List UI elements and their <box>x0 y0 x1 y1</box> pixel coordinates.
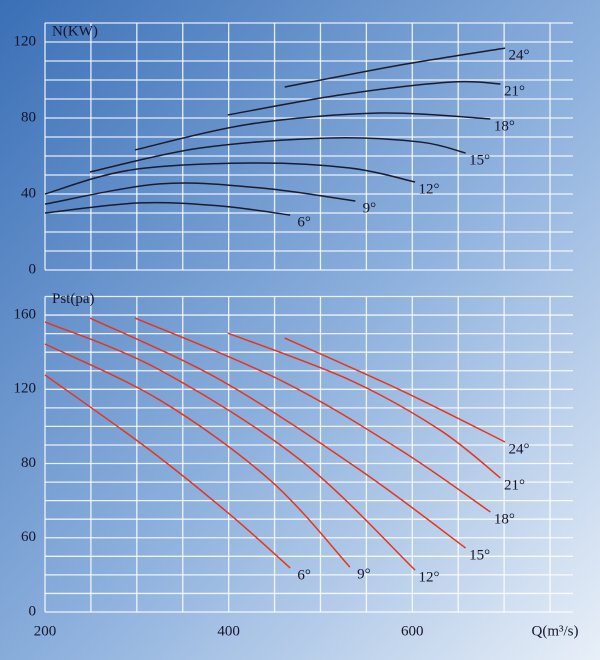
curve <box>44 201 291 216</box>
curve <box>44 374 291 569</box>
y-tick-label: 0 <box>29 261 37 277</box>
y-axis-title: Pst(pa) <box>52 291 95 307</box>
curve-label: 9° <box>357 567 371 583</box>
x-tick-label: 400 <box>217 623 240 639</box>
x-tick-label: 200 <box>34 623 57 639</box>
curve-label: 12° <box>419 181 440 197</box>
x-tick-label: 600 <box>401 623 424 639</box>
curve <box>44 162 416 195</box>
curve <box>227 332 501 479</box>
curve-label: 15° <box>469 152 490 168</box>
y-tick-label: 120 <box>14 33 37 49</box>
y-tick-label: 60 <box>21 529 36 545</box>
y-tick-label: 0 <box>29 603 37 619</box>
y-tick-label: 40 <box>21 185 36 201</box>
curve-label: 15° <box>469 547 490 563</box>
curve <box>284 47 506 88</box>
curve <box>134 317 491 513</box>
curve <box>89 317 467 549</box>
curve <box>44 182 356 205</box>
curve <box>134 112 491 151</box>
y-tick-label: 80 <box>21 455 36 471</box>
curve <box>227 80 501 116</box>
curve-label: 24° <box>509 441 530 457</box>
y-axis-title: N(KW) <box>52 23 98 39</box>
curve <box>89 136 466 173</box>
y-tick-label: 120 <box>14 381 37 397</box>
curve-label: 21° <box>504 83 525 99</box>
curve-label: 9° <box>363 200 377 216</box>
y-tick-label: 160 <box>14 306 37 322</box>
curve-label: 12° <box>419 569 440 585</box>
curve <box>284 337 506 443</box>
curve-label: 6° <box>297 215 311 231</box>
curve <box>44 343 351 568</box>
curve <box>44 321 416 571</box>
curve-label: 6° <box>297 567 311 583</box>
y-tick-label: 80 <box>21 109 36 125</box>
x-axis-title: Q(m³/s) <box>532 623 579 639</box>
curve-label: 21° <box>504 477 525 493</box>
curve-label: 18° <box>494 511 515 527</box>
curve-label: 24° <box>509 48 530 64</box>
curve-label: 18° <box>494 118 515 134</box>
